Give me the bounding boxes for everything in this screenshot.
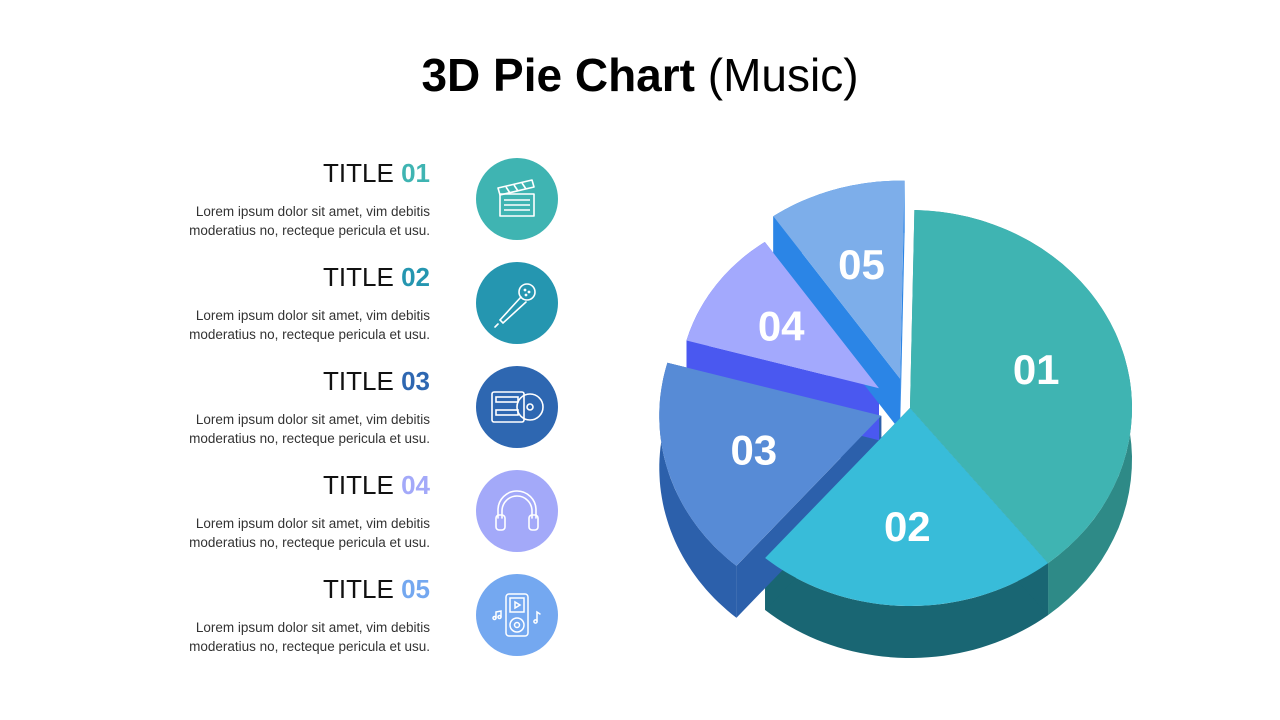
pie-label-04: 04 [758,302,805,349]
microphone-icon [494,283,536,328]
headphones-icon [495,490,539,531]
pie-label-01: 01 [1013,346,1060,393]
pie-chart: 01 02 03 04 05 [659,180,1132,658]
item-title-word: TITLE [323,262,394,292]
legend-item-04: TITLE 04 Lorem ipsum dolor sit amet, vim… [150,470,570,570]
pie-slice-05 [773,180,905,379]
item-title: TITLE 02 [323,262,430,293]
pie-slice-01 [910,210,1132,564]
item-description: Lorem ipsum dolor sit amet, vim debitis … [189,204,430,238]
pie-label-05: 05 [838,241,885,288]
item-icon-circle [476,470,558,552]
item-title: TITLE 03 [323,366,430,397]
title-sub: (Music) [707,49,859,101]
item-title-number: 01 [401,158,430,188]
pie-label-03: 03 [730,426,777,473]
item-title: TITLE 05 [323,574,430,605]
pie-side-02 [765,558,1049,658]
pie-slice-04 [686,242,879,389]
item-title-word: TITLE [323,158,394,188]
item-title-word: TITLE [323,470,394,500]
item-title-number: 02 [401,262,430,292]
item-icon-circle [476,262,558,344]
music-player-icon [492,593,541,637]
legend-item-02: TITLE 02 Lorem ipsum dolor sit amet, vim… [150,262,570,362]
cd-player-icon [491,391,544,423]
pie-slice-03 [659,362,882,566]
item-title-number: 04 [401,470,430,500]
item-icon-circle [476,366,558,448]
legend-item-01: TITLE 01 Lorem ipsum dolor sit amet, vim… [150,158,570,258]
pie-tops [659,180,1132,606]
pie-labels: 01 02 03 04 05 [730,241,1059,550]
item-description: Lorem ipsum dolor sit amet, vim debitis … [189,308,430,342]
item-description: Lorem ipsum dolor sit amet, vim debitis … [189,412,430,446]
item-title: TITLE 04 [323,470,430,501]
item-title-word: TITLE [323,574,394,604]
legend-item-05: TITLE 05 Lorem ipsum dolor sit amet, vim… [150,574,570,674]
page-title: 3D Pie Chart (Music) [0,48,1280,102]
title-main: 3D Pie Chart [421,49,695,101]
item-title-number: 03 [401,366,430,396]
item-description: Lorem ipsum dolor sit amet, vim debitis … [189,516,430,550]
item-title-word: TITLE [323,366,394,396]
item-title-number: 05 [401,574,430,604]
item-title: TITLE 01 [323,158,430,189]
item-icon-circle [476,158,558,240]
pie-side-03 [659,362,737,618]
pie-wall-05-1 [900,180,905,431]
item-icon-circle [476,574,558,656]
legend-item-03: TITLE 03 Lorem ipsum dolor sit amet, vim… [150,366,570,466]
pie-label-02: 02 [884,503,931,550]
clapperboard-icon [497,179,535,217]
item-description: Lorem ipsum dolor sit amet, vim debitis … [189,620,430,654]
pie-slice-02 [765,408,1049,606]
